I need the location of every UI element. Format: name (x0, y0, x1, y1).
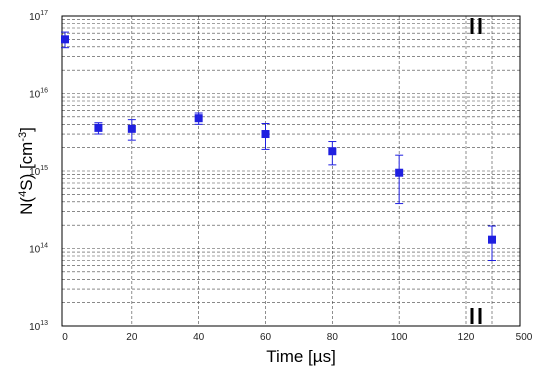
data-point (61, 35, 69, 44)
plot-frame (61, 15, 521, 327)
x-axis-title: Time [µs] (266, 347, 336, 366)
y-axis-title-prefix: N( (17, 197, 36, 215)
y-tick-label: 1013 (29, 320, 48, 333)
y-axis-title-sup2: -3 (17, 132, 29, 142)
x-tick-label: 120 (458, 332, 475, 343)
x-tick-label: 60 (260, 332, 272, 343)
y-axis-title-sup1: 4 (17, 191, 29, 197)
data-point (94, 123, 103, 132)
y-tick-labels: 1013 1014 1015 1016 1017 (29, 10, 48, 333)
y-tick-label: 1017 (29, 10, 48, 23)
data-point (395, 168, 404, 177)
data-point (261, 130, 270, 139)
grid-lines (62, 16, 520, 326)
x-tick-label: 20 (126, 332, 138, 343)
data-point (194, 114, 203, 123)
y-axis-title-suffix: ] (17, 127, 36, 132)
data-point (488, 235, 496, 244)
y-tick-label: 1014 (29, 243, 48, 256)
axis-break-marks (470, 18, 482, 324)
x-tick-label: 40 (193, 332, 205, 343)
x-tick-label: 0 (62, 332, 68, 343)
x-tick-label: 100 (391, 332, 408, 343)
x-tick-label-break: 500 (516, 332, 533, 343)
data-point (328, 147, 337, 156)
y-axis-title-middle: S) [cm (17, 142, 36, 191)
x-tick-labels: 0 20 40 60 80 100 120 500 (62, 332, 533, 343)
x-tick-label: 80 (327, 332, 339, 343)
y-axis-title: N(4S) [cm-3] (17, 127, 36, 215)
y-tick-label: 1016 (29, 88, 48, 101)
data-points (61, 31, 496, 262)
y-tick-label: 1015 (29, 165, 48, 178)
data-point (127, 124, 136, 133)
